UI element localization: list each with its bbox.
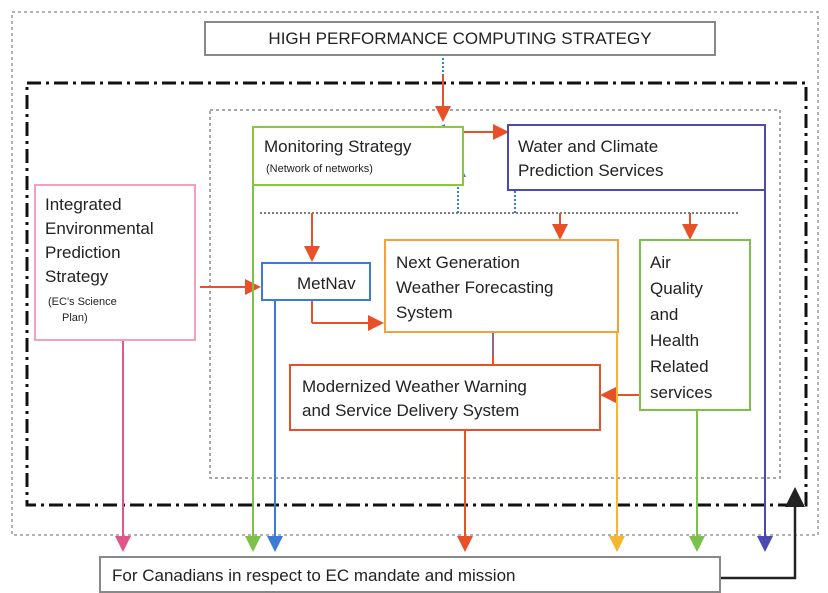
node-sublabel: (Network of networks): [266, 163, 373, 175]
node-line: Plan): [62, 312, 88, 324]
node-line: Quality: [650, 279, 703, 298]
node-line: System: [396, 303, 453, 322]
node-texts: Water and Climate Prediction Services Inte…: [45, 137, 712, 420]
node-line: Air: [650, 253, 671, 272]
node-label: Monitoring Strategy: [264, 137, 412, 156]
connectors: [115, 34, 805, 580]
node-line: Related: [650, 357, 709, 376]
node-label: MetNav: [297, 274, 356, 293]
node-line: Prediction Services: [518, 161, 664, 180]
node-line: Strategy: [45, 267, 109, 286]
node-line: Prediction: [45, 243, 121, 262]
node-line: Weather Forecasting: [396, 278, 553, 297]
header-title: HIGH PERFORMANCE COMPUTING STRATEGY: [268, 29, 651, 48]
node-line: and Service Delivery System: [302, 401, 519, 420]
footer-label: For Canadians in respect to EC mandate a…: [112, 566, 515, 585]
node-line: Next Generation: [396, 253, 520, 272]
node-line: Integrated: [45, 195, 122, 214]
node-line: services: [650, 383, 712, 402]
node-line: Environmental: [45, 219, 154, 238]
node-line: Water and Climate: [518, 137, 658, 156]
node-line: Health: [650, 331, 699, 350]
node-line: and: [650, 305, 678, 324]
node-line: Modernized Weather Warning: [302, 377, 527, 396]
frames: [11, 11, 819, 536]
boxes: [34, 21, 766, 593]
node-line: (EC's Science: [48, 296, 117, 308]
